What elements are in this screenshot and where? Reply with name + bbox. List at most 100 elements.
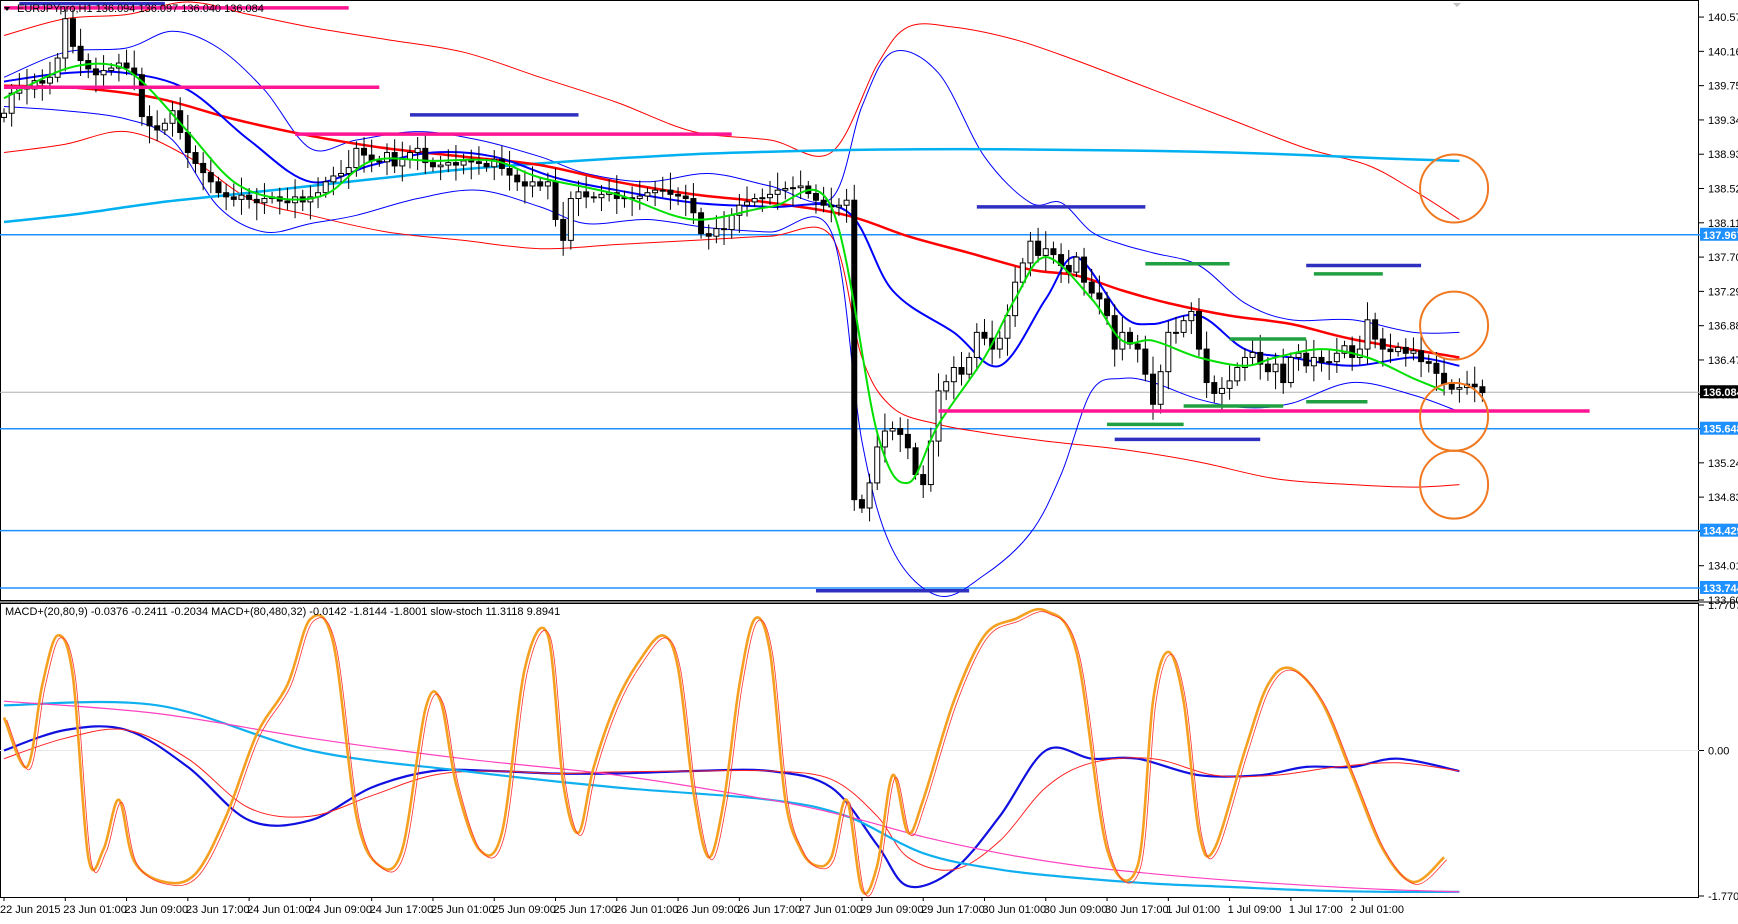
candle-body[interactable]	[858, 499, 865, 509]
candle-body[interactable]	[1372, 319, 1379, 340]
candle-body[interactable]	[820, 199, 827, 206]
candle-body[interactable]	[1387, 348, 1394, 353]
highlight-circle[interactable]	[1419, 153, 1490, 224]
candle-body[interactable]	[483, 162, 490, 168]
candle-body[interactable]	[184, 131, 191, 154]
candle-body[interactable]	[1356, 348, 1363, 358]
candle-body[interactable]	[1096, 292, 1103, 300]
candle-body[interactable]	[422, 147, 429, 164]
candle-body[interactable]	[1456, 387, 1463, 390]
candle-body[interactable]	[1257, 351, 1264, 365]
candle-body[interactable]	[154, 125, 161, 131]
candle-body[interactable]	[1180, 320, 1187, 333]
candle-body[interactable]	[713, 228, 720, 237]
candle-body[interactable]	[1211, 382, 1218, 394]
candle-body[interactable]	[1280, 363, 1287, 384]
candle-body[interactable]	[736, 204, 743, 216]
candle-body[interactable]	[782, 188, 789, 191]
candle-body[interactable]	[322, 181, 329, 194]
candle-body[interactable]	[866, 482, 873, 509]
candle-body[interactable]	[246, 194, 253, 200]
candle-body[interactable]	[789, 187, 796, 190]
candle-body[interactable]	[767, 193, 773, 199]
candle-body[interactable]	[445, 162, 452, 166]
candle-body[interactable]	[759, 197, 766, 200]
indicator-pane[interactable]	[0, 607, 1700, 897]
candle-body[interactable]	[215, 181, 222, 194]
candle-body[interactable]	[874, 446, 881, 484]
candle-body[interactable]	[460, 160, 467, 166]
candle-body[interactable]	[667, 189, 674, 195]
candle-body[interactable]	[1081, 256, 1088, 283]
candle-body[interactable]	[835, 204, 842, 208]
candle-body[interactable]	[338, 172, 345, 177]
candle-body[interactable]	[1395, 346, 1402, 353]
candle-body[interactable]	[475, 161, 482, 164]
candle-body[interactable]	[261, 198, 268, 204]
candle-body[interactable]	[39, 80, 46, 84]
candle-body[interactable]	[1234, 366, 1241, 382]
candle-body[interactable]	[468, 160, 475, 163]
candle-body[interactable]	[575, 191, 582, 200]
candle-body[interactable]	[843, 199, 850, 206]
candle-body[interactable]	[414, 147, 421, 154]
scroll-marker-icon[interactable]	[1453, 3, 1461, 7]
candle-body[interactable]	[728, 214, 735, 230]
candle-body[interactable]	[590, 196, 597, 199]
candle-body[interactable]	[1341, 345, 1348, 354]
candle-body[interactable]	[1004, 315, 1011, 339]
candle-body[interactable]	[1471, 383, 1478, 388]
candle-body[interactable]	[146, 116, 153, 127]
candle-body[interactable]	[1050, 248, 1057, 256]
candle-body[interactable]	[406, 152, 413, 160]
candle-body[interactable]	[1073, 256, 1080, 273]
candle-body[interactable]	[981, 331, 988, 339]
candle-body[interactable]	[1448, 383, 1455, 390]
candle-body[interactable]	[123, 62, 130, 69]
candle-body[interactable]	[927, 440, 934, 486]
candle-body[interactable]	[1433, 362, 1440, 374]
candle-body[interactable]	[399, 158, 406, 167]
candle-body[interactable]	[92, 68, 99, 76]
candle-body[interactable]	[537, 181, 544, 187]
candle-body[interactable]	[690, 198, 697, 214]
candle-body[interactable]	[973, 331, 980, 358]
candle-body[interactable]	[1027, 240, 1034, 264]
candle-body[interactable]	[330, 175, 337, 183]
candle-body[interactable]	[1226, 380, 1233, 389]
candle-body[interactable]	[897, 428, 904, 435]
candle-body[interactable]	[560, 218, 567, 241]
candle-body[interactable]	[950, 366, 957, 383]
highlight-circle[interactable]	[1419, 290, 1490, 361]
candle-body[interactable]	[797, 185, 804, 189]
triangle-down-icon[interactable]	[4, 7, 10, 11]
candle-body[interactable]	[652, 189, 659, 194]
candle-body[interactable]	[1310, 356, 1317, 367]
candle-body[interactable]	[1479, 386, 1486, 394]
candle-body[interactable]	[675, 193, 682, 197]
candle-body[interactable]	[744, 201, 751, 206]
candle-body[interactable]	[1188, 310, 1195, 322]
candle-body[interactable]	[161, 122, 168, 131]
candle-body[interactable]	[698, 212, 705, 235]
candle-body[interactable]	[659, 189, 666, 192]
candle-body[interactable]	[54, 57, 61, 78]
candle-body[interactable]	[200, 162, 207, 174]
candle-body[interactable]	[230, 196, 237, 200]
candle-body[interactable]	[1295, 352, 1302, 358]
candle-body[interactable]	[69, 18, 76, 47]
candle-body[interactable]	[1410, 350, 1417, 354]
candle-body[interactable]	[429, 162, 436, 168]
candle-body[interactable]	[529, 181, 536, 187]
candle-body[interactable]	[1157, 371, 1164, 405]
candle-body[interactable]	[1088, 281, 1095, 294]
candle-body[interactable]	[966, 356, 973, 375]
candle-body[interactable]	[583, 191, 590, 198]
candle-body[interactable]	[1349, 345, 1356, 358]
candle-body[interactable]	[1165, 331, 1172, 373]
candle-body[interactable]	[1303, 352, 1310, 367]
candle-body[interactable]	[376, 160, 383, 163]
candle-body[interactable]	[108, 67, 115, 72]
